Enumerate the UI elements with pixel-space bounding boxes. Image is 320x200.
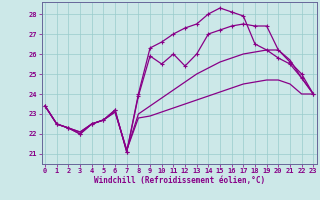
X-axis label: Windchill (Refroidissement éolien,°C): Windchill (Refroidissement éolien,°C) xyxy=(94,176,265,185)
